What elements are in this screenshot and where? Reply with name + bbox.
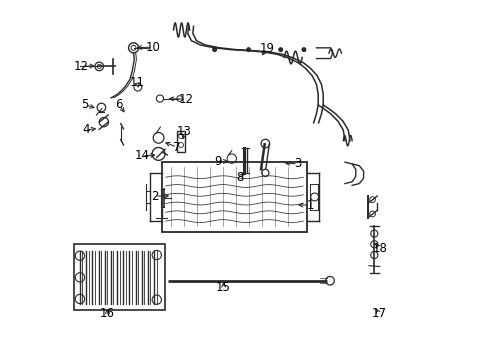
Text: 8: 8 xyxy=(237,171,244,184)
Text: 15: 15 xyxy=(216,282,231,294)
Text: 1: 1 xyxy=(306,198,314,212)
Text: 11: 11 xyxy=(130,76,145,89)
Circle shape xyxy=(212,47,217,52)
Circle shape xyxy=(246,47,251,52)
Text: 17: 17 xyxy=(371,307,387,320)
Text: 5: 5 xyxy=(81,99,89,112)
Text: 9: 9 xyxy=(215,155,222,168)
Text: 18: 18 xyxy=(372,242,388,255)
Text: 12: 12 xyxy=(178,93,194,106)
Text: 13: 13 xyxy=(177,125,192,138)
Circle shape xyxy=(301,47,306,52)
Text: 3: 3 xyxy=(294,157,301,170)
Text: 16: 16 xyxy=(100,307,115,320)
Bar xyxy=(74,244,165,310)
Circle shape xyxy=(278,47,283,52)
Text: 7: 7 xyxy=(173,141,181,154)
Text: 10: 10 xyxy=(146,41,160,54)
Text: 12: 12 xyxy=(74,60,89,73)
Text: 2: 2 xyxy=(151,190,159,203)
Text: 19: 19 xyxy=(260,42,275,55)
Text: 4: 4 xyxy=(82,123,90,136)
Bar xyxy=(177,131,185,152)
Text: 14: 14 xyxy=(135,149,149,162)
Bar xyxy=(162,162,307,232)
Text: 6: 6 xyxy=(116,99,123,112)
